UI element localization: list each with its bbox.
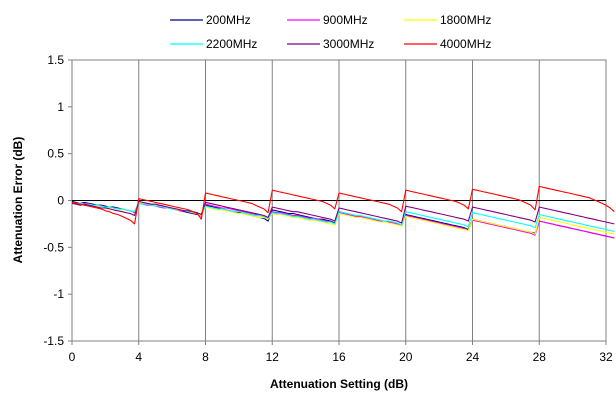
y-tick-label: -1.5	[43, 334, 64, 348]
series-line-4000mhz	[71, 185, 615, 225]
y-axis-title: Attenuation Error (dB)	[11, 137, 25, 264]
x-tick-label: 0	[69, 350, 76, 364]
series-line-3000mhz	[71, 200, 615, 225]
legend-item-3000mhz: 3000MHz	[287, 37, 374, 51]
x-tick-label: 8	[202, 350, 209, 364]
series-line-900mhz	[71, 201, 615, 239]
y-tick-label: -1	[53, 287, 64, 301]
x-tick-label: 32	[599, 350, 613, 364]
x-tick-label: 24	[466, 350, 480, 364]
x-axis-ticks: 0 4 8 12 16 20 24 28 32	[69, 341, 613, 364]
x-tick-label: 20	[399, 350, 413, 364]
series-lines	[71, 185, 615, 239]
legend-label: 3000MHz	[323, 37, 374, 51]
x-tick-label: 28	[533, 350, 547, 364]
x-tick-label: 4	[135, 350, 142, 364]
legend-label: 4000MHz	[440, 37, 491, 51]
legend-item-4000mhz: 4000MHz	[404, 37, 491, 51]
x-tick-label: 12	[266, 350, 280, 364]
legend: 200MHz 900MHz 1800MHz 2200MHz 3000MHz 4000MHz	[170, 13, 491, 51]
legend-item-1800mhz: 1800MHz	[404, 13, 491, 27]
x-tick-label: 16	[332, 350, 346, 364]
legend-item-200mhz: 200MHz	[170, 13, 251, 27]
series-line-2200mhz	[71, 201, 615, 232]
y-tick-label: 0.5	[47, 147, 64, 161]
y-axis-ticks: 1.5 1 0.5 0 -0.5 -1 -1.5	[43, 53, 72, 348]
legend-label: 1800MHz	[440, 13, 491, 27]
y-tick-label: 0	[57, 194, 64, 208]
y-tick-label: 1.5	[47, 53, 64, 67]
legend-label: 900MHz	[323, 13, 368, 27]
legend-label: 200MHz	[206, 13, 251, 27]
legend-item-2200mhz: 2200MHz	[170, 37, 257, 51]
legend-item-900mhz: 900MHz	[287, 13, 368, 27]
y-tick-label: -0.5	[43, 240, 64, 254]
x-axis-title: Attenuation Setting (dB)	[270, 377, 408, 391]
y-tick-label: 1	[57, 100, 64, 114]
legend-label: 2200MHz	[206, 37, 257, 51]
